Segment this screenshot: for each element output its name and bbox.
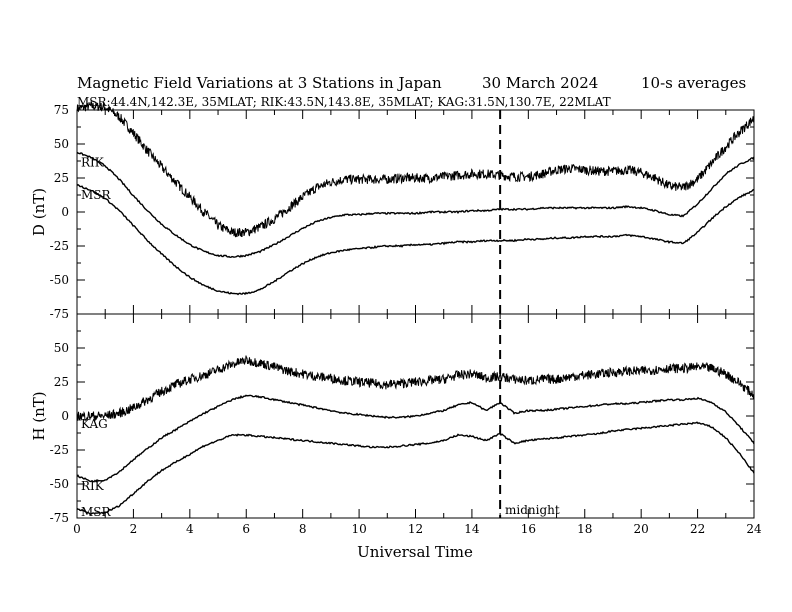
h-y-tick-label: -25 [50,443,69,457]
h-x-tick-label: 18 [577,522,592,536]
h-y-tick-label: 25 [54,375,69,389]
h-label-rik: RIK [81,479,105,493]
h-x-tick-label: 10 [351,522,366,536]
d-y-tick-label: -50 [50,273,69,287]
h-series-rik [76,394,755,483]
h-y-tick-label: 50 [54,341,69,355]
d-y-axis-label: D (nT) [30,188,48,236]
d-y-axis: 75 50 25 0 -25 -50 -75 [50,103,754,321]
h-x-axis: 0 2 4 6 8 10 12 14 16 18 20 22 24 [73,314,762,536]
chart-date: 30 March 2024 [482,74,598,92]
stations-line: MSR:44.4N,142.3E, 35MLAT; RIK:43.5N,143.… [77,95,611,109]
d-series-rik [76,151,755,259]
chart-title: Magnetic Field Variations at 3 Stations … [77,74,442,92]
d-x-ticks [76,110,755,314]
d-series-kag [76,100,755,238]
h-series-kag [76,355,755,422]
h-x-tick-label: 24 [746,522,762,536]
h-y-axis: 50 25 0 -25 -50 -75 [50,330,754,525]
h-x-tick-label: 14 [464,522,480,536]
midnight-label: midnight [505,503,560,517]
h-label-kag: KAG [81,417,108,431]
h-label-msr: MSR [81,505,112,519]
h-x-tick-label: 8 [299,522,307,536]
chart-averaging: 10-s averages [641,74,746,92]
d-y-tick-label: 50 [54,137,69,151]
h-series-group [76,355,755,516]
h-x-tick-label: 16 [521,522,536,536]
d-panel-frame [76,109,755,315]
d-label-rik: RIK [81,155,105,169]
h-y-tick-label: -50 [50,477,69,491]
d-series-msr [76,183,755,296]
h-series-labels: KAG RIK MSR [81,417,112,519]
h-series-msr [76,421,755,516]
h-x-tick-label: 2 [130,522,138,536]
h-x-tick-label: 6 [242,522,250,536]
d-y-tick-label: 0 [61,205,69,219]
d-y-tick-label: 25 [54,171,69,185]
d-label-msr: MSR [81,188,112,202]
d-y-tick-label: -25 [50,239,69,253]
h-y-tick-label: -75 [50,511,69,525]
h-y-axis-label: H (nT) [30,391,48,440]
d-series-labels: RIK MSR [81,155,112,202]
d-panel: 75 50 25 0 -25 -50 -75 RIK MSR D (nT) [30,100,755,321]
d-y-tick-label: 75 [54,103,69,117]
title-row: Magnetic Field Variations at 3 Stations … [77,74,746,109]
h-x-tick-label: 4 [186,522,194,536]
h-x-tick-label: 0 [73,522,81,536]
h-x-tick-label: 22 [690,522,705,536]
d-y-tick-label: -75 [50,307,69,321]
h-x-tick-label: 12 [408,522,423,536]
d-series-group [76,100,755,296]
h-y-tick-label: 0 [61,409,69,423]
x-axis-label: Universal Time [357,543,473,561]
h-x-tick-label: 20 [634,522,649,536]
